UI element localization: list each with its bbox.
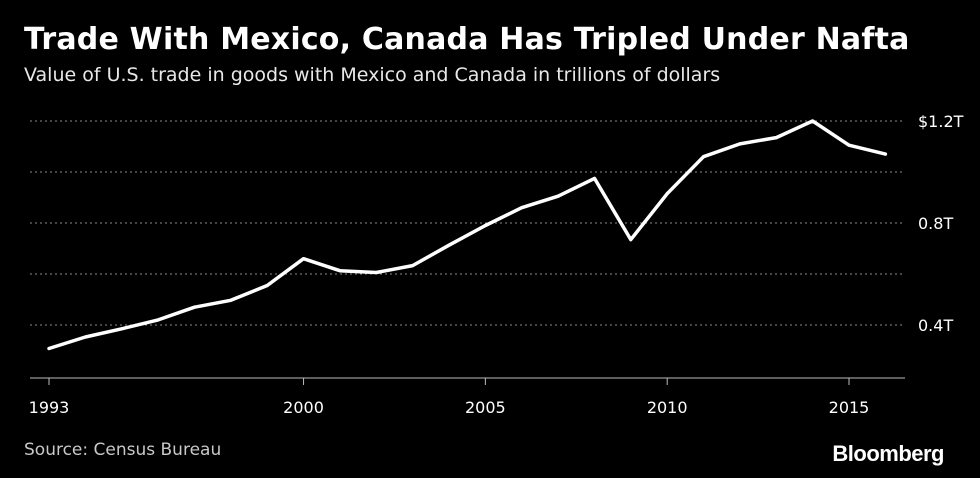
source-note: Source: Census Bureau [24,440,222,460]
data-point [156,318,160,322]
data-point [847,143,851,147]
bloomberg-logo: Bloomberg [832,441,944,466]
chart-title: Trade With Mexico, Canada Has Tripled Un… [24,22,910,57]
data-point [47,346,51,350]
data-point [520,206,524,210]
data-point [738,142,742,146]
chart-subtitle: Value of U.S. trade in goods with Mexico… [24,64,721,86]
data-point [447,243,451,247]
x-tick-label: 2005 [465,398,506,417]
y-tick-label: 0.8T [918,214,953,233]
data-point [338,269,342,273]
data-point [120,327,124,331]
data-point [83,335,87,339]
data-point [592,176,596,180]
data-point [556,194,560,198]
data-point [665,192,669,196]
data-point [629,238,633,242]
y-tick-label: 0.4T [918,316,953,335]
data-point [229,298,233,302]
x-tick-label: 1993 [29,398,70,417]
x-tick-label: 2010 [647,398,688,417]
data-point [411,264,415,268]
data-point [702,155,706,159]
data-point [265,283,269,287]
series-line [47,119,888,351]
data-point [883,152,887,156]
x-tick-label: 2015 [829,398,870,417]
data-point [811,119,815,123]
data-point [302,257,306,261]
y-tick-label: $1.2T [918,112,964,131]
data-point [483,224,487,228]
data-point [374,270,378,274]
data-point [774,136,778,140]
data-point [192,305,196,309]
x-tick-label: 2000 [283,398,324,417]
